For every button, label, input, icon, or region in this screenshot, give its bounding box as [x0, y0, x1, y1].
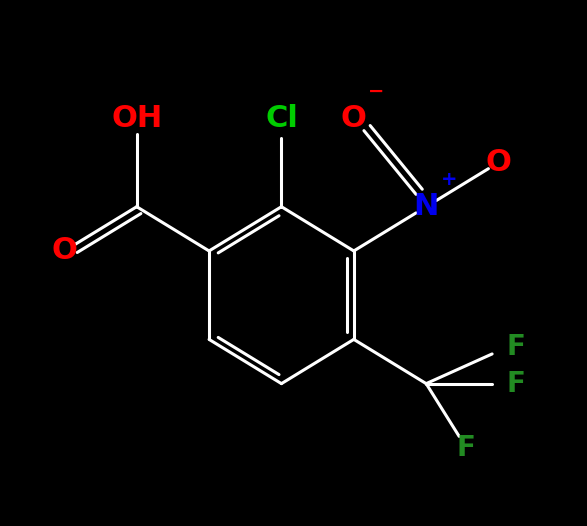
Text: OH: OH — [111, 104, 163, 133]
Text: O: O — [485, 148, 511, 177]
Text: F: F — [457, 434, 476, 462]
Text: O: O — [341, 104, 367, 133]
Text: F: F — [507, 333, 525, 361]
Text: Cl: Cl — [265, 104, 298, 133]
Text: N: N — [413, 192, 439, 221]
Text: O: O — [52, 237, 77, 266]
Text: +: + — [441, 170, 457, 189]
Text: F: F — [507, 370, 525, 398]
Text: −: − — [368, 82, 384, 100]
